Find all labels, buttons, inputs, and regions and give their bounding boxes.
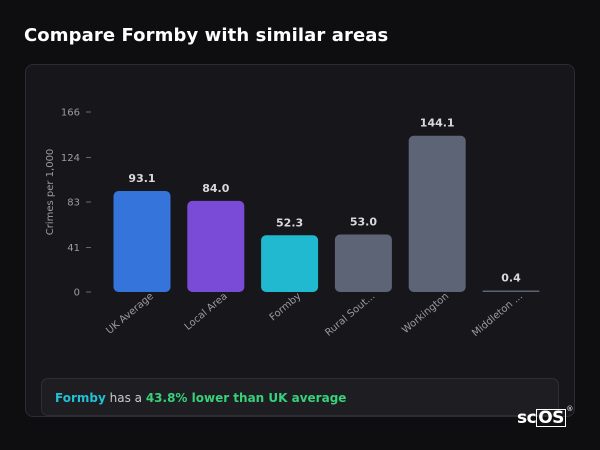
crime-comparison-chart: Crimes per 1,000 0 41 83 124 166 93.1 UK Averag… — [45, 108, 540, 339]
x-tick-label-1: Local Area — [183, 291, 230, 333]
bar-0 — [113, 191, 171, 292]
bar-3 — [334, 234, 392, 292]
logo-registered-mark: ® — [566, 405, 573, 413]
summary-text: has a — [105, 391, 146, 405]
y-tick-label-1: 41 — [67, 243, 80, 254]
comparison-card: Crimes per 1,000 0 41 83 124 166 93.1 UK Averag… — [25, 64, 575, 417]
x-tick-label-2: Formby — [268, 291, 304, 324]
bar-5 — [482, 290, 540, 292]
bar-value-label-1: 84.0 — [202, 182, 229, 195]
x-tick-label-5: Middleton ... — [470, 291, 525, 339]
logo-prefix: sc — [517, 408, 537, 428]
y-tick-label-4: 166 — [61, 108, 80, 119]
logo-boxed: OS — [536, 408, 566, 428]
bar-value-label-3: 53.0 — [350, 216, 377, 229]
x-tick-label-4: Workington — [400, 291, 451, 336]
page-title: Compare Formby with similar areas — [24, 25, 389, 46]
bar-2 — [261, 235, 319, 292]
y-tick-label-2: 83 — [67, 198, 80, 209]
summary-area-name: Formby — [55, 391, 106, 405]
bar-value-label-0: 93.1 — [128, 172, 155, 185]
bar-value-label-5: 0.4 — [501, 272, 521, 285]
bar-value-label-2: 52.3 — [276, 216, 303, 229]
y-tick-label-0: 0 — [74, 288, 80, 299]
y-tick-label-3: 124 — [61, 153, 80, 164]
y-axis-label: Crimes per 1,000 — [45, 149, 56, 236]
summary-highlight: 43.8% lower than UK average — [145, 391, 347, 405]
bar-1 — [187, 200, 245, 292]
scos-logo: sc OS ® — [517, 405, 573, 428]
x-tick-label-0: UK Average — [104, 291, 156, 337]
bar-value-label-4: 144.1 — [420, 117, 455, 130]
summary-banner: Formby has a 43.8% lower than UK average — [41, 378, 559, 416]
bar-4 — [408, 135, 466, 292]
x-tick-label-3: Rural Sout... — [323, 291, 377, 339]
